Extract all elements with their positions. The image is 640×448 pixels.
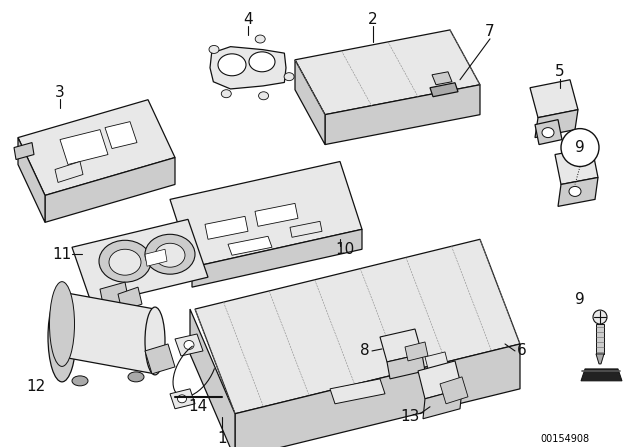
Ellipse shape: [255, 35, 265, 43]
Ellipse shape: [249, 52, 275, 72]
Ellipse shape: [209, 45, 219, 53]
Text: 11: 11: [52, 247, 72, 262]
Text: 12: 12: [26, 379, 45, 394]
Ellipse shape: [48, 292, 76, 382]
Polygon shape: [18, 100, 175, 195]
Polygon shape: [175, 334, 203, 356]
Ellipse shape: [542, 128, 554, 138]
Text: 00154908: 00154908: [540, 434, 589, 444]
Ellipse shape: [569, 186, 581, 196]
Ellipse shape: [218, 54, 246, 76]
Polygon shape: [192, 229, 362, 287]
Polygon shape: [430, 83, 458, 97]
Polygon shape: [60, 129, 108, 164]
Polygon shape: [14, 142, 34, 159]
Text: 6: 6: [517, 344, 527, 358]
Polygon shape: [295, 60, 325, 145]
Polygon shape: [432, 72, 452, 85]
Text: 1: 1: [217, 431, 227, 446]
Ellipse shape: [593, 310, 607, 324]
Text: 9: 9: [575, 140, 585, 155]
Polygon shape: [105, 122, 137, 149]
Polygon shape: [596, 324, 604, 354]
Polygon shape: [405, 342, 428, 361]
Polygon shape: [425, 352, 448, 369]
Ellipse shape: [99, 240, 151, 282]
Ellipse shape: [561, 129, 599, 167]
Text: 8: 8: [360, 344, 370, 358]
Polygon shape: [118, 287, 142, 311]
Ellipse shape: [145, 307, 165, 375]
Polygon shape: [170, 162, 362, 267]
Ellipse shape: [49, 282, 74, 366]
Polygon shape: [235, 344, 520, 448]
Polygon shape: [62, 292, 155, 374]
Text: 14: 14: [188, 399, 207, 414]
Ellipse shape: [221, 90, 231, 98]
Ellipse shape: [284, 73, 294, 81]
Polygon shape: [535, 110, 578, 138]
Polygon shape: [170, 389, 195, 409]
Polygon shape: [581, 369, 622, 381]
Text: 5: 5: [555, 64, 565, 79]
Text: 3: 3: [55, 85, 65, 100]
Polygon shape: [255, 203, 298, 226]
Polygon shape: [55, 162, 83, 182]
Polygon shape: [290, 221, 322, 237]
Text: 2: 2: [368, 13, 378, 27]
Ellipse shape: [145, 234, 195, 274]
Polygon shape: [228, 236, 272, 255]
Polygon shape: [325, 85, 480, 145]
Polygon shape: [535, 120, 562, 145]
Ellipse shape: [259, 92, 269, 100]
Ellipse shape: [128, 372, 144, 382]
Polygon shape: [145, 249, 167, 266]
Polygon shape: [440, 377, 468, 404]
Polygon shape: [295, 30, 480, 115]
Text: 9: 9: [575, 292, 585, 306]
Polygon shape: [596, 354, 604, 364]
Polygon shape: [380, 329, 422, 362]
Polygon shape: [530, 80, 578, 118]
Polygon shape: [18, 138, 45, 222]
Polygon shape: [205, 216, 248, 239]
Polygon shape: [555, 147, 598, 185]
Polygon shape: [423, 389, 462, 419]
Polygon shape: [558, 177, 598, 207]
Text: 7: 7: [485, 24, 495, 39]
Polygon shape: [72, 220, 208, 305]
Polygon shape: [195, 239, 520, 414]
Ellipse shape: [155, 243, 185, 267]
Polygon shape: [45, 158, 175, 222]
Polygon shape: [210, 47, 286, 89]
Polygon shape: [190, 309, 235, 448]
Ellipse shape: [72, 376, 88, 386]
Polygon shape: [330, 379, 385, 404]
Polygon shape: [100, 282, 130, 314]
Polygon shape: [145, 344, 175, 374]
Text: 10: 10: [335, 242, 355, 257]
Polygon shape: [387, 354, 425, 379]
Ellipse shape: [184, 340, 194, 349]
Ellipse shape: [177, 395, 186, 403]
Text: 13: 13: [400, 409, 420, 424]
Polygon shape: [418, 361, 462, 399]
Ellipse shape: [109, 249, 141, 275]
Text: 4: 4: [243, 13, 253, 27]
